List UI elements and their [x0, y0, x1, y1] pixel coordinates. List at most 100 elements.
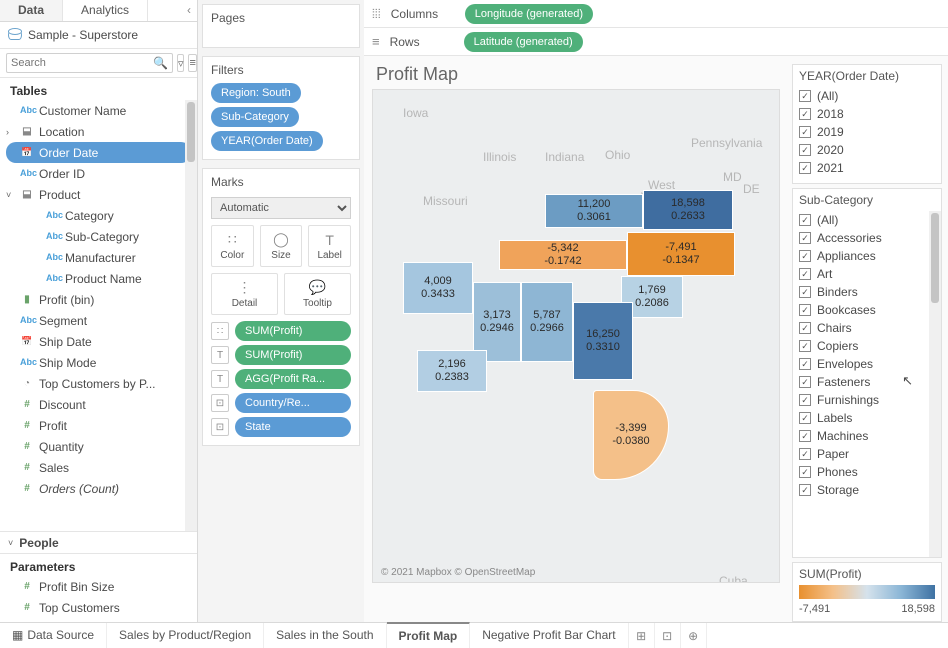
state-mark[interactable]: -5,342-0.1742 [499, 240, 627, 270]
collapse-data-pane-icon[interactable]: ‹ [181, 0, 197, 21]
color-legend[interactable]: SUM(Profit) -7,49118,598 [792, 562, 942, 622]
subcategory-option[interactable]: ✓Fasteners [799, 373, 935, 391]
field-location[interactable]: ›Location [0, 121, 197, 142]
subcategory-scrollbar[interactable] [929, 211, 941, 557]
filter-fields-icon[interactable]: ▿ [177, 54, 185, 72]
viz-title[interactable]: Profit Map [376, 64, 780, 85]
year-option[interactable]: ✓(All) [799, 87, 935, 105]
field-product-name[interactable]: Product Name [0, 268, 197, 289]
pages-shelf[interactable]: Pages [202, 4, 360, 48]
field-quantity[interactable]: Quantity [0, 436, 197, 457]
state-mark[interactable]: 5,7870.2966 [521, 282, 573, 362]
filter-pill[interactable]: Sub-Category [211, 107, 299, 127]
filter-pill[interactable]: Region: South [211, 83, 301, 103]
subcategory-option[interactable]: ✓Chairs [799, 319, 935, 337]
mark-size-button[interactable]: ◯Size [260, 225, 303, 267]
mark-encoding-icon[interactable]: T [211, 370, 229, 388]
subcategory-option[interactable]: ✓Art [799, 265, 935, 283]
subcategory-option[interactable]: ✓Accessories [799, 229, 935, 247]
field-top-customers-by-p-[interactable]: Top Customers by P... [0, 373, 197, 394]
mark-pill[interactable]: SUM(Profit) [235, 321, 351, 341]
year-filter-card[interactable]: YEAR(Order Date) ✓(All)✓2018✓2019✓2020✓2… [792, 64, 942, 184]
mark-detail-button[interactable]: ⋮Detail [211, 273, 278, 315]
param-top-customers[interactable]: Top Customers [0, 597, 197, 618]
year-option[interactable]: ✓2018 [799, 105, 935, 123]
state-mark[interactable]: 18,5980.2633 [643, 190, 733, 230]
columns-pill[interactable]: Longitude (generated) [465, 4, 593, 24]
subcategory-option[interactable]: ✓Phones [799, 463, 935, 481]
subcategory-option[interactable]: ✓Labels [799, 409, 935, 427]
sheet-tab[interactable]: Profit Map [387, 622, 471, 648]
field-ship-date[interactable]: Ship Date [0, 331, 197, 352]
field-category[interactable]: Category [0, 205, 197, 226]
mark-color-button[interactable]: ∷Color [211, 225, 254, 267]
subcategory-option[interactable]: ✓Storage [799, 481, 935, 499]
field-product[interactable]: ˅Product [0, 184, 197, 205]
tab-analytics[interactable]: Analytics [63, 0, 148, 21]
state-mark[interactable]: 4,0090.3433 [403, 262, 473, 314]
subcategory-option[interactable]: ✓Appliances [799, 247, 935, 265]
field-discount[interactable]: Discount [0, 394, 197, 415]
state-mark[interactable]: -7,491-0.1347 [627, 232, 735, 276]
sheet-tab[interactable]: Sales in the South [264, 623, 386, 648]
field-sub-category[interactable]: Sub-Category [0, 226, 197, 247]
mark-pill[interactable]: State [235, 417, 351, 437]
mark-encoding-icon[interactable]: ⊡ [211, 394, 229, 412]
subcategory-option[interactable]: ✓(All) [799, 211, 935, 229]
new-sheet-button[interactable]: ⊞ [629, 623, 655, 648]
mark-pill[interactable]: SUM(Profit) [235, 345, 351, 365]
rows-pill[interactable]: Latitude (generated) [464, 32, 583, 52]
map-viz[interactable]: © 2021 Mapbox © OpenStreetMap IowaIllino… [372, 89, 780, 583]
tab-data[interactable]: Data [0, 0, 63, 21]
search-input[interactable] [11, 57, 153, 69]
field-customer-name[interactable]: Customer Name [0, 100, 197, 121]
sheet-tab[interactable]: Negative Profit Bar Chart [470, 623, 628, 648]
field-order-date[interactable]: Order Date [6, 142, 191, 163]
datasource-name[interactable]: Sample - Superstore [28, 28, 138, 42]
mark-encoding-icon[interactable]: ∷ [211, 322, 229, 340]
subcategory-option[interactable]: ✓Bookcases [799, 301, 935, 319]
mark-encoding-icon[interactable]: ⊡ [211, 418, 229, 436]
field-ship-mode[interactable]: Ship Mode [0, 352, 197, 373]
field-sales[interactable]: Sales [0, 457, 197, 478]
search-input-wrap[interactable]: 🔍 [6, 53, 173, 73]
subcategory-option[interactable]: ✓Furnishings [799, 391, 935, 409]
expand-icon[interactable]: ˅ [6, 190, 11, 200]
new-sheet-button[interactable]: ⊕ [681, 623, 707, 648]
subcategory-option[interactable]: ✓Copiers [799, 337, 935, 355]
subcategory-filter-card[interactable]: Sub-Category ✓(All)✓Accessories✓Applianc… [792, 188, 942, 558]
sheet-tab[interactable]: Sales by Product/Region [107, 623, 264, 648]
field-orders-count-[interactable]: Orders (Count) [0, 478, 197, 499]
fields-tree[interactable]: Customer Name›LocationOrder DateOrder ID… [0, 100, 197, 531]
people-heading[interactable]: People [19, 536, 58, 550]
state-mark[interactable]: 2,1960.2383 [417, 350, 487, 392]
filters-shelf[interactable]: Filters Region: SouthSub-CategoryYEAR(Or… [202, 56, 360, 160]
year-option[interactable]: ✓2019 [799, 123, 935, 141]
year-option[interactable]: ✓2021 [799, 159, 935, 177]
filter-pill[interactable]: YEAR(Order Date) [211, 131, 323, 151]
field-order-id[interactable]: Order ID [0, 163, 197, 184]
param-profit-bin-size[interactable]: Profit Bin Size [0, 576, 197, 597]
new-sheet-button[interactable]: ⊡ [655, 623, 681, 648]
field-profit-bin-[interactable]: Profit (bin) [0, 289, 197, 310]
tree-scrollbar[interactable] [185, 100, 197, 531]
view-options-icon[interactable]: ≡ [188, 54, 196, 72]
state-mark[interactable]: 16,2500.3310 [573, 302, 633, 380]
state-mark[interactable]: -3,399-0.0380 [593, 390, 669, 480]
state-mark[interactable]: 11,2000.3061 [545, 194, 643, 228]
mark-label-button[interactable]: TLabel [308, 225, 351, 267]
field-profit[interactable]: Profit [0, 415, 197, 436]
mark-tooltip-button[interactable]: 💬Tooltip [284, 273, 351, 315]
mark-encoding-icon[interactable]: T [211, 346, 229, 364]
field-segment[interactable]: Segment [0, 310, 197, 331]
subcategory-option[interactable]: ✓Binders [799, 283, 935, 301]
mark-pill[interactable]: AGG(Profit Ra... [235, 369, 351, 389]
mark-pill[interactable]: Country/Re... [235, 393, 351, 413]
field-manufacturer[interactable]: Manufacturer [0, 247, 197, 268]
subcategory-option[interactable]: ✓Machines [799, 427, 935, 445]
expand-icon[interactable]: › [6, 127, 9, 137]
expand-people-icon[interactable]: ˅ [8, 538, 13, 548]
mark-type-select[interactable]: Automatic [211, 197, 351, 219]
subcategory-option[interactable]: ✓Paper [799, 445, 935, 463]
subcategory-option[interactable]: ✓Envelopes [799, 355, 935, 373]
